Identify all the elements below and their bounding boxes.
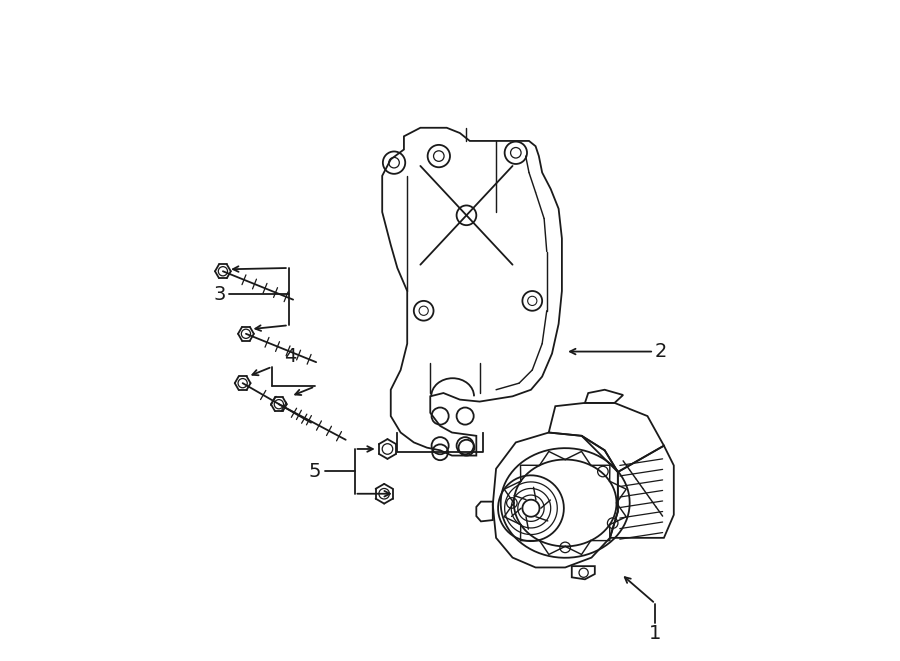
Text: 1: 1 (649, 624, 662, 642)
Text: 4: 4 (284, 347, 297, 366)
Text: 5: 5 (309, 462, 321, 481)
Text: 2: 2 (654, 342, 667, 361)
Text: 3: 3 (213, 285, 226, 304)
